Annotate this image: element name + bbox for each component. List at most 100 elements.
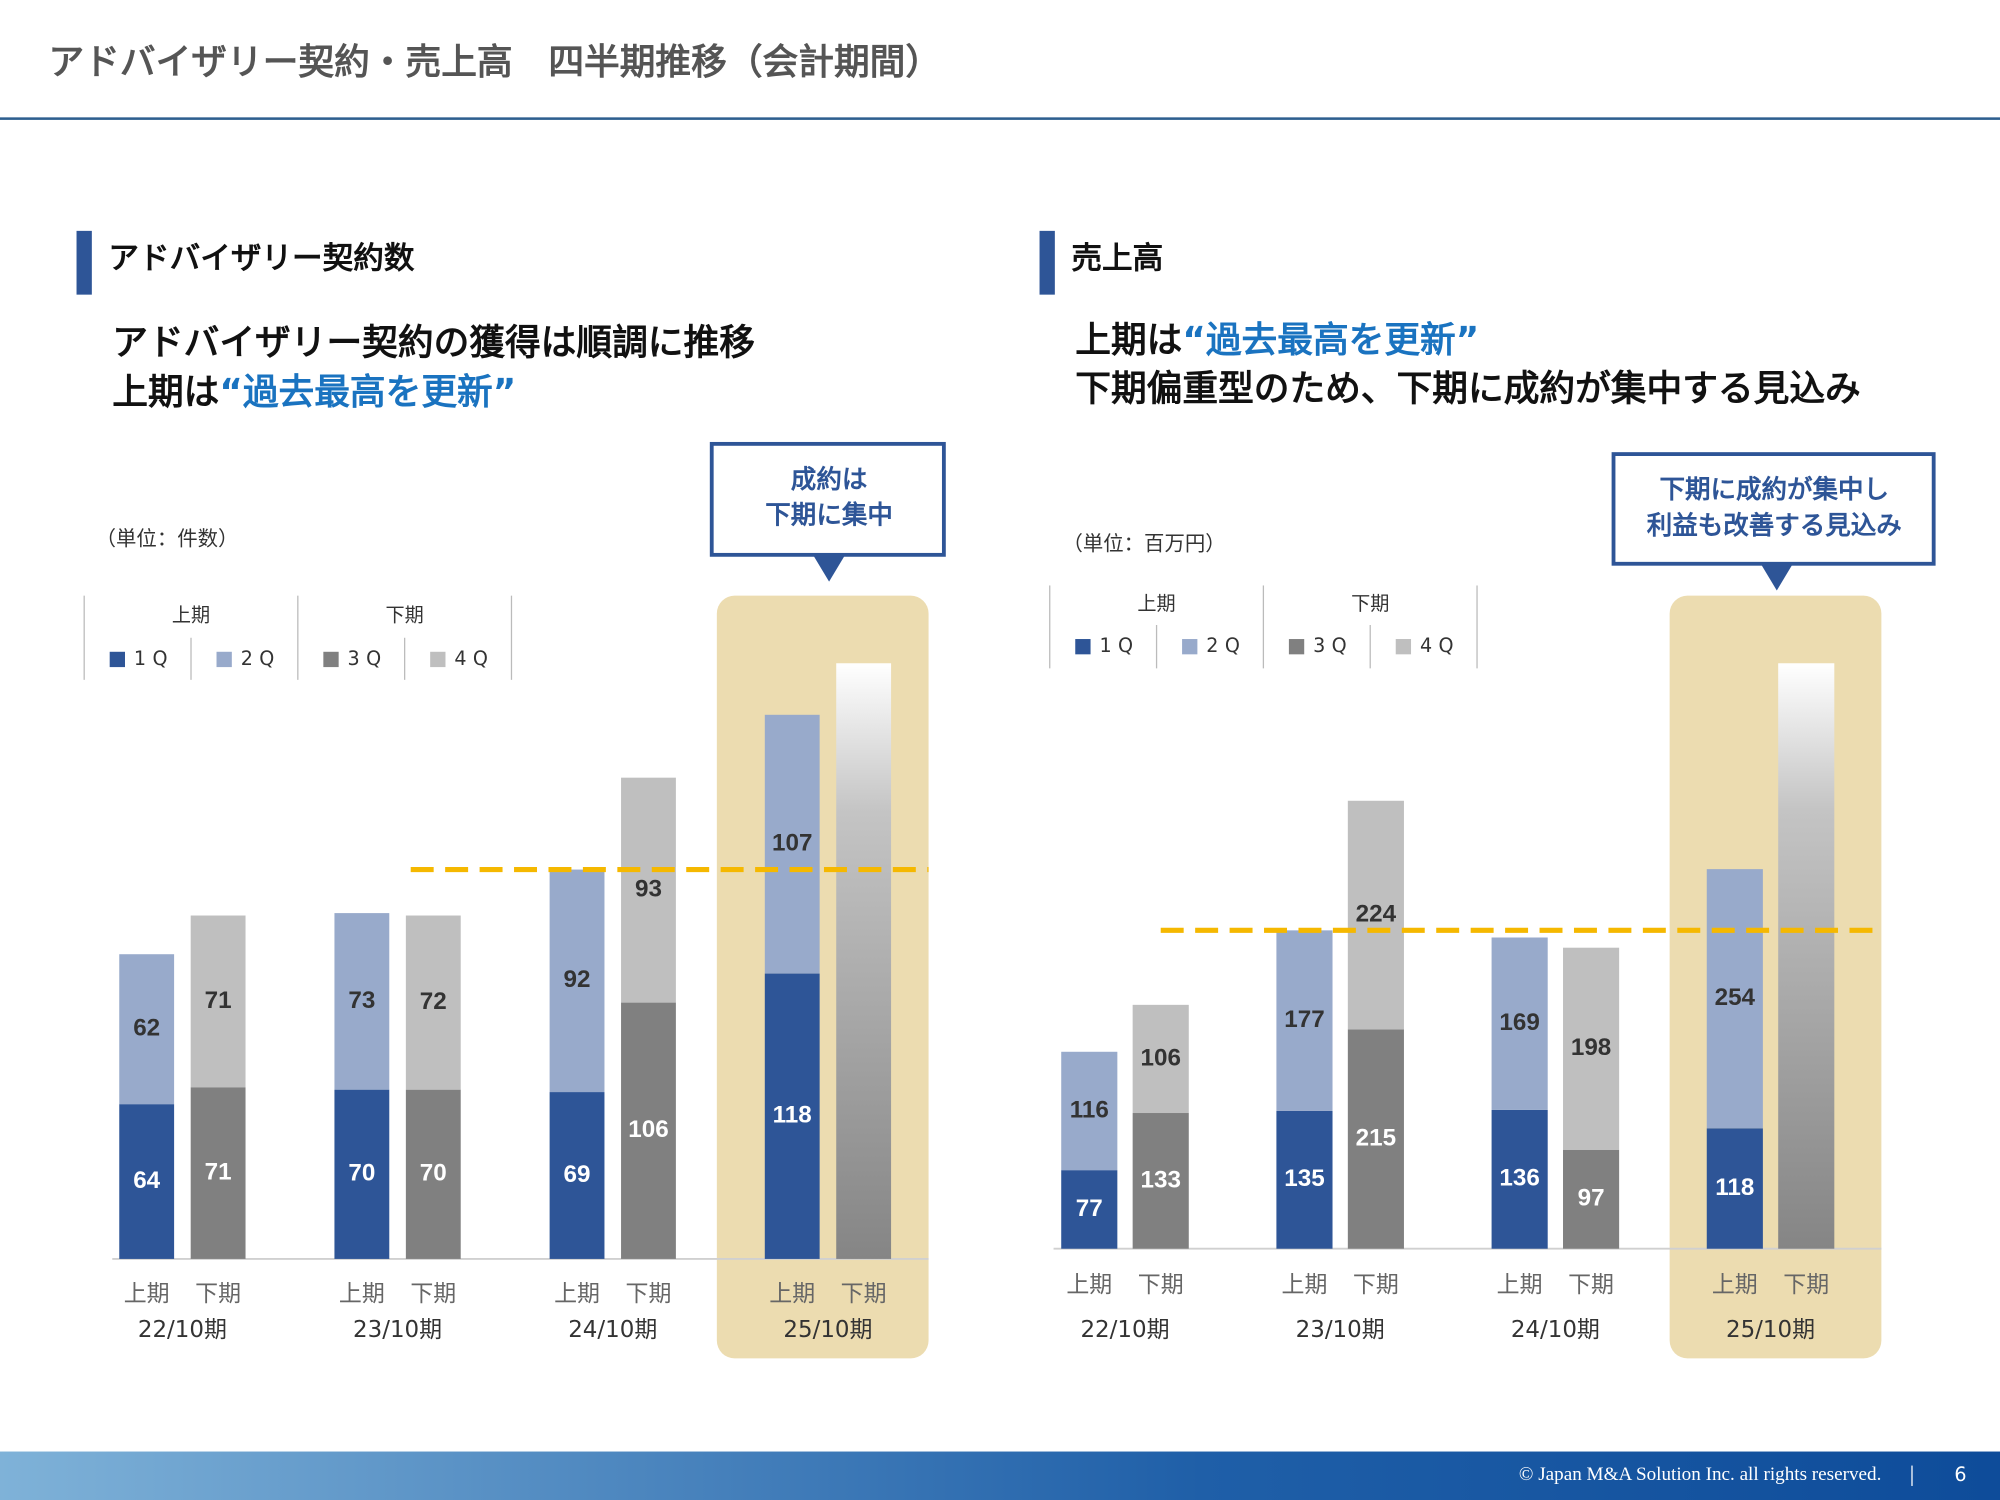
data-label: 116 <box>1070 1096 1109 1123</box>
bar-segment <box>549 869 605 1093</box>
data-label: 135 <box>1284 1165 1324 1192</box>
x-tick-label: 下期 <box>1138 1272 1184 1298</box>
bar-segment <box>1491 1109 1548 1249</box>
data-label: 69 <box>564 1161 591 1188</box>
bar-segment <box>621 1002 676 1259</box>
data-label: 73 <box>348 987 375 1014</box>
x-tick-label: 上期 <box>1497 1272 1543 1298</box>
legend-swatch <box>430 651 446 668</box>
bar-segment <box>1276 930 1333 1111</box>
legend-label: 1Q <box>134 647 174 670</box>
x-group-label: 24/10期 <box>568 1317 657 1343</box>
highlight <box>1669 595 1882 1359</box>
x-tick-label: 下期 <box>1783 1272 1829 1298</box>
callout-pointer <box>1761 565 1793 591</box>
bar-segment <box>1563 947 1620 1150</box>
callout-pointer <box>813 556 845 582</box>
data-label: 77 <box>1076 1195 1103 1222</box>
callout-text: 下期に成約が集中し <box>1659 475 1889 505</box>
data-label: 71 <box>205 987 232 1014</box>
data-label: 72 <box>420 988 447 1015</box>
headline: 下期偏重型のため、下期に成約が集中する見込み <box>1075 368 1860 409</box>
data-label: 92 <box>564 966 591 993</box>
unit-label: （単位：百万円） <box>1063 532 1226 556</box>
legend-group: 上期 <box>1137 592 1175 615</box>
data-label: 136 <box>1499 1165 1539 1192</box>
section-title: アドバイザリー契約数 <box>108 242 414 277</box>
headline: アドバイザリー契約の獲得は順調に推移 <box>112 322 755 363</box>
legend-swatch <box>1075 639 1091 655</box>
footer-bar <box>0 1451 2000 1500</box>
legend-label: 3Q <box>1313 634 1353 657</box>
data-label: 70 <box>348 1160 375 1187</box>
callout-text: 下期に集中 <box>765 501 893 531</box>
legend-swatch <box>1395 639 1412 655</box>
bar-segment <box>1706 869 1763 1129</box>
legend-label: 4Q <box>454 647 494 670</box>
bar-segment <box>621 777 676 1003</box>
headline-emphasis: “過去最高を更新” <box>219 372 516 413</box>
forecast-bar <box>836 663 892 1259</box>
bar-segment <box>1061 1051 1118 1171</box>
bar-segment <box>405 1089 461 1259</box>
title-rule <box>0 117 2000 120</box>
x-group-label: 23/10期 <box>353 1317 442 1343</box>
bar-segment <box>1132 1004 1189 1114</box>
x-tick-label: 上期 <box>769 1281 815 1307</box>
data-label: 224 <box>1356 900 1397 927</box>
data-label: 198 <box>1571 1034 1611 1061</box>
legend-swatch <box>216 651 232 668</box>
bar-segment <box>119 954 175 1105</box>
legend-swatch <box>1182 639 1198 655</box>
legend-label: 4Q <box>1420 634 1460 657</box>
data-label: 118 <box>1715 1174 1754 1201</box>
legend-swatch <box>109 651 125 668</box>
callout-text: 利益も改善する見込み <box>1647 511 1902 541</box>
x-tick-label: 上期 <box>339 1281 385 1307</box>
legend-label: 2Q <box>1206 634 1246 657</box>
data-label: 71 <box>205 1158 232 1185</box>
data-label: 70 <box>420 1160 447 1187</box>
x-tick-label: 下期 <box>841 1281 887 1307</box>
bar-segment <box>334 913 390 1090</box>
data-label: 215 <box>1356 1124 1396 1151</box>
x-tick-label: 下期 <box>195 1281 241 1307</box>
x-tick-label: 下期 <box>1353 1272 1399 1298</box>
x-group-label: 23/10期 <box>1296 1317 1385 1343</box>
bar-segment <box>764 973 820 1259</box>
bar-segment <box>405 915 461 1090</box>
legend-label: 2Q <box>241 647 281 670</box>
legend-group: 下期 <box>1351 592 1389 615</box>
data-label: 254 <box>1715 984 1756 1011</box>
headline-lead: 上期は <box>112 372 219 413</box>
x-group-label: 25/10期 <box>783 1317 872 1343</box>
bar-segment <box>1276 1110 1333 1249</box>
x-tick-label: 下期 <box>1568 1272 1614 1298</box>
x-tick-label: 上期 <box>554 1281 600 1307</box>
bar-segment <box>1491 937 1548 1110</box>
bar-segment <box>119 1104 175 1259</box>
bar-segment <box>190 915 246 1088</box>
section-title: 売上高 <box>1071 242 1163 277</box>
data-label: 107 <box>772 830 812 857</box>
legend-label: 1Q <box>1099 634 1139 657</box>
bar-segment <box>1706 1128 1763 1249</box>
legend-group: 上期 <box>172 604 210 627</box>
highlight <box>716 595 929 1359</box>
bar-segment <box>334 1089 390 1259</box>
x-tick-label: 上期 <box>1282 1272 1328 1298</box>
callout <box>709 441 946 557</box>
data-label: 106 <box>1141 1044 1181 1071</box>
x-tick-label: 下期 <box>410 1281 456 1307</box>
x-tick-label: 上期 <box>1066 1272 1112 1298</box>
bar-segment <box>549 1092 605 1259</box>
bar-segment <box>1061 1170 1118 1249</box>
slide-title: アドバイザリー契約・売上高 四半期推移（会計期間） <box>48 42 941 83</box>
x-group-label: 22/10期 <box>1080 1317 1169 1343</box>
bar-segment <box>1347 1029 1404 1249</box>
x-group-label: 22/10期 <box>138 1317 227 1343</box>
legend-swatch <box>323 651 339 668</box>
data-label: 62 <box>133 1015 160 1042</box>
bar-segment <box>1563 1149 1620 1249</box>
